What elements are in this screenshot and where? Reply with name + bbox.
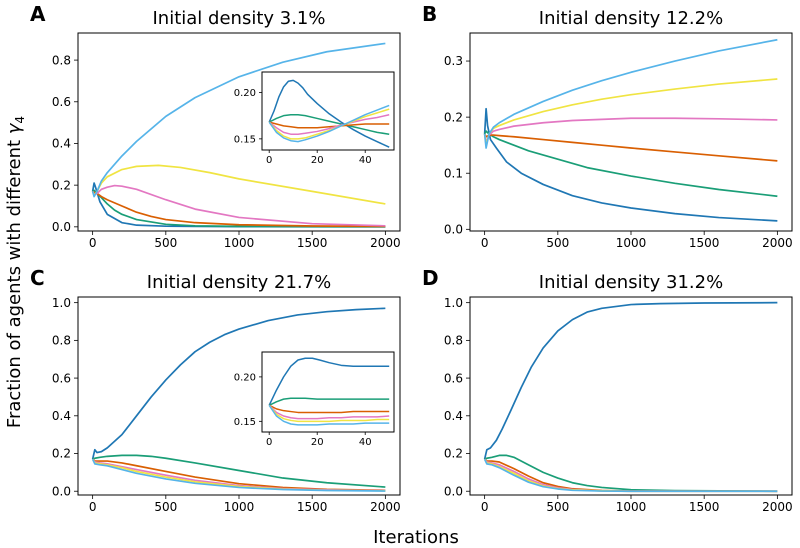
x-tick-label: 40 (359, 155, 372, 166)
y-tick-label: 0.6 (52, 371, 71, 385)
x-tick-label: 20 (311, 155, 324, 166)
axes-border (469, 32, 793, 232)
y-tick-label: 0.2 (52, 178, 71, 192)
y-tick-label: 0.0 (444, 484, 463, 498)
y-tick-label: 1.0 (444, 296, 463, 310)
x-tick-label: 0 (266, 155, 272, 166)
y-tick-label: 0.0 (52, 220, 71, 234)
panel-letter: C (30, 266, 45, 290)
series-line (268, 397, 390, 407)
x-axis-label: Iterations (373, 527, 459, 548)
y-tick-label: 1.0 (52, 296, 71, 310)
series-line (268, 79, 390, 148)
y-tick-label: 0.6 (444, 371, 463, 385)
x-tick-label: 1500 (297, 500, 328, 514)
panel-A: 0 500 1000 1500 2000 0.0 0.2 0.4 0.6 0.8 (52, 32, 401, 250)
y-tick-label: 0.1 (444, 166, 463, 180)
panel-letter: A (30, 2, 46, 26)
panel-title: Initial density 3.1% (153, 8, 326, 29)
y-tick-label: 0.3 (444, 54, 463, 68)
y-tick-label: 0.8 (52, 53, 71, 67)
x-tick-label: 0 (481, 236, 489, 250)
panel-letter: D (422, 266, 439, 290)
x-tick-label: 1000 (616, 236, 647, 250)
y-tick-label: 0.0 (52, 484, 71, 498)
x-tick-label: 0 (89, 236, 97, 250)
series-line (91, 458, 386, 492)
y-tick-label: 0.8 (52, 334, 71, 348)
series-line (269, 121, 390, 129)
axes-border (261, 351, 395, 433)
x-tick-label: 2000 (370, 236, 401, 250)
inset-A: 0 20 40 0.15 0.20 (234, 71, 395, 166)
axes-frame (469, 32, 793, 232)
x-tick-label: 2000 (762, 500, 793, 514)
inset-C: 0 20 40 0.15 0.20 (234, 351, 395, 448)
x-tick-label: 500 (546, 236, 569, 250)
series-line (268, 113, 390, 135)
series-line (268, 104, 390, 143)
x-tick-label: 2000 (370, 500, 401, 514)
y-tick-label: 0.4 (52, 137, 71, 151)
x-tick-label: 20 (311, 437, 324, 448)
x-tick-label: 500 (154, 236, 177, 250)
series-line (91, 307, 386, 460)
x-tick-label: 0 (89, 500, 97, 514)
y-tick-label: 0.20 (234, 372, 256, 383)
series-line (92, 190, 386, 228)
series-line (483, 107, 778, 222)
series-line (268, 404, 390, 414)
series-line (268, 108, 390, 140)
series-line (268, 357, 390, 406)
x-tick-label: 1500 (297, 236, 328, 250)
axes-border (77, 32, 401, 232)
x-tick-label: 1000 (224, 236, 255, 250)
series-line (91, 42, 386, 198)
x-tick-label: 1000 (616, 500, 647, 514)
x-tick-label: 500 (154, 500, 177, 514)
series-line (268, 404, 390, 426)
y-tick-label: 0.20 (234, 88, 256, 99)
series-line (268, 404, 390, 420)
series-line (483, 458, 778, 493)
panel-title: Initial density 21.7% (147, 272, 331, 293)
x-tick-label: 1500 (689, 236, 720, 250)
y-tick-label: 0.6 (52, 95, 71, 109)
axes-border (469, 296, 793, 496)
x-tick-label: 500 (546, 500, 569, 514)
series-line (91, 184, 386, 227)
series-line (483, 301, 778, 460)
x-tick-label: 40 (359, 437, 372, 448)
axes-border (261, 71, 395, 151)
series-line (92, 454, 386, 488)
y-tick-label: 0.4 (52, 409, 71, 423)
series-line (483, 38, 778, 149)
y-tick-label: 0.2 (444, 110, 463, 124)
panel-title: Initial density 31.2% (539, 272, 723, 293)
series-line (268, 113, 390, 135)
series-line (268, 404, 390, 423)
x-tick-label: 0 (481, 500, 489, 514)
x-tick-label: 2000 (762, 236, 793, 250)
axes-border (77, 296, 401, 496)
series-line (92, 458, 386, 492)
panel-B: 0 500 1000 1500 2000 0.0 0.1 0.2 0.3 (444, 32, 793, 250)
x-tick-label: 1000 (224, 500, 255, 514)
panel-D: 0 500 1000 1500 2000 0.0 0.2 0.4 0.6 0.8 1.0 (444, 296, 793, 514)
y-tick-label: 0.4 (444, 409, 463, 423)
y-tick-label: 0.2 (444, 447, 463, 461)
y-tick-label: 0.2 (52, 447, 71, 461)
y-tick-label: 0.0 (444, 223, 463, 237)
x-tick-label: 1500 (689, 500, 720, 514)
x-tick-label: 0 (266, 437, 272, 448)
y-axis-label: Fraction of agents with different γ4 (4, 116, 27, 428)
y-tick-label: 0.15 (234, 417, 256, 428)
y-tick-label: 0.8 (444, 334, 463, 348)
panel-title: Initial density 12.2% (539, 8, 723, 29)
series-line (484, 454, 778, 493)
y-tick-label: 0.15 (234, 134, 256, 145)
panel-letter: B (422, 2, 437, 26)
